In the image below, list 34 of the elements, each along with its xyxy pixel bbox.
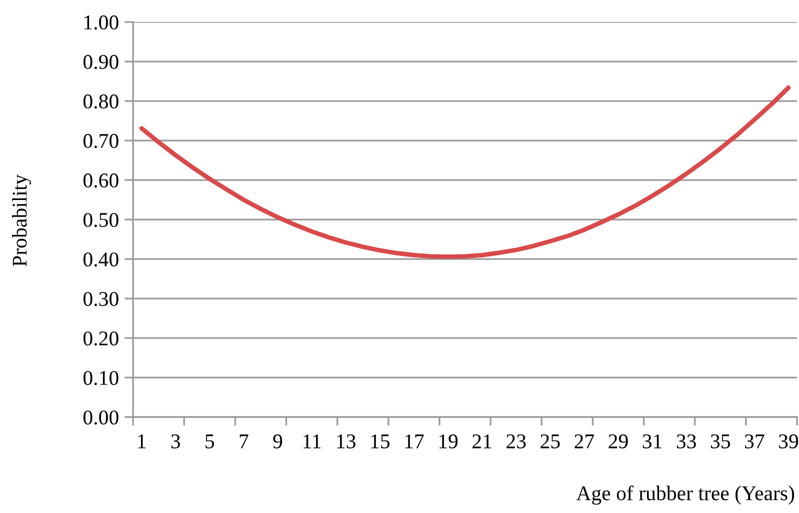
y-tick-label: 0.40 [83, 252, 118, 267]
x-tick-label: 13 [337, 434, 356, 448]
x-tick-label: 15 [371, 434, 390, 448]
x-tick-label: 17 [405, 434, 424, 448]
y-tick-label: 1.00 [84, 15, 118, 30]
x-tick-label: 27 [574, 434, 594, 448]
y-axis-title: Probability [12, 174, 32, 266]
y-tick-label: 0.20 [83, 331, 118, 346]
y-tick-label: 0.70 [83, 134, 118, 148]
x-axis-title: Age of rubber tree (Years) [576, 485, 794, 505]
x-tick-label: 5 [206, 434, 214, 448]
y-tick-label: 0.10 [83, 370, 118, 386]
x-tick-label: 29 [608, 434, 628, 448]
x-tick-label: 9 [273, 434, 282, 448]
x-tick-label: 39 [779, 434, 798, 448]
x-tick-label: 33 [676, 434, 696, 448]
x-tick-label: 1 [138, 434, 146, 448]
y-tick-label: 0.90 [83, 54, 118, 70]
line-series [139, 85, 791, 259]
y-tick-label: 0.60 [83, 173, 118, 188]
y-tick-label: 0.80 [83, 94, 118, 109]
x-tick-label: 31 [642, 434, 662, 448]
y-tick-label: 0.50 [83, 212, 118, 228]
x-tick-label: 21 [472, 434, 492, 448]
x-tick-label: 23 [506, 434, 526, 448]
x-tick-label: 25 [540, 434, 560, 448]
y-tick-label: 0.00 [83, 410, 118, 425]
x-tick-label: 3 [171, 434, 180, 448]
x-tick-label: 35 [710, 434, 730, 448]
x-tick-label: 7 [240, 434, 248, 448]
y-tick-label: 0.30 [83, 292, 118, 306]
x-tick-label: 37 [745, 434, 764, 448]
x-tick-label: 19 [439, 434, 458, 448]
x-tick-label: 11 [304, 434, 321, 448]
